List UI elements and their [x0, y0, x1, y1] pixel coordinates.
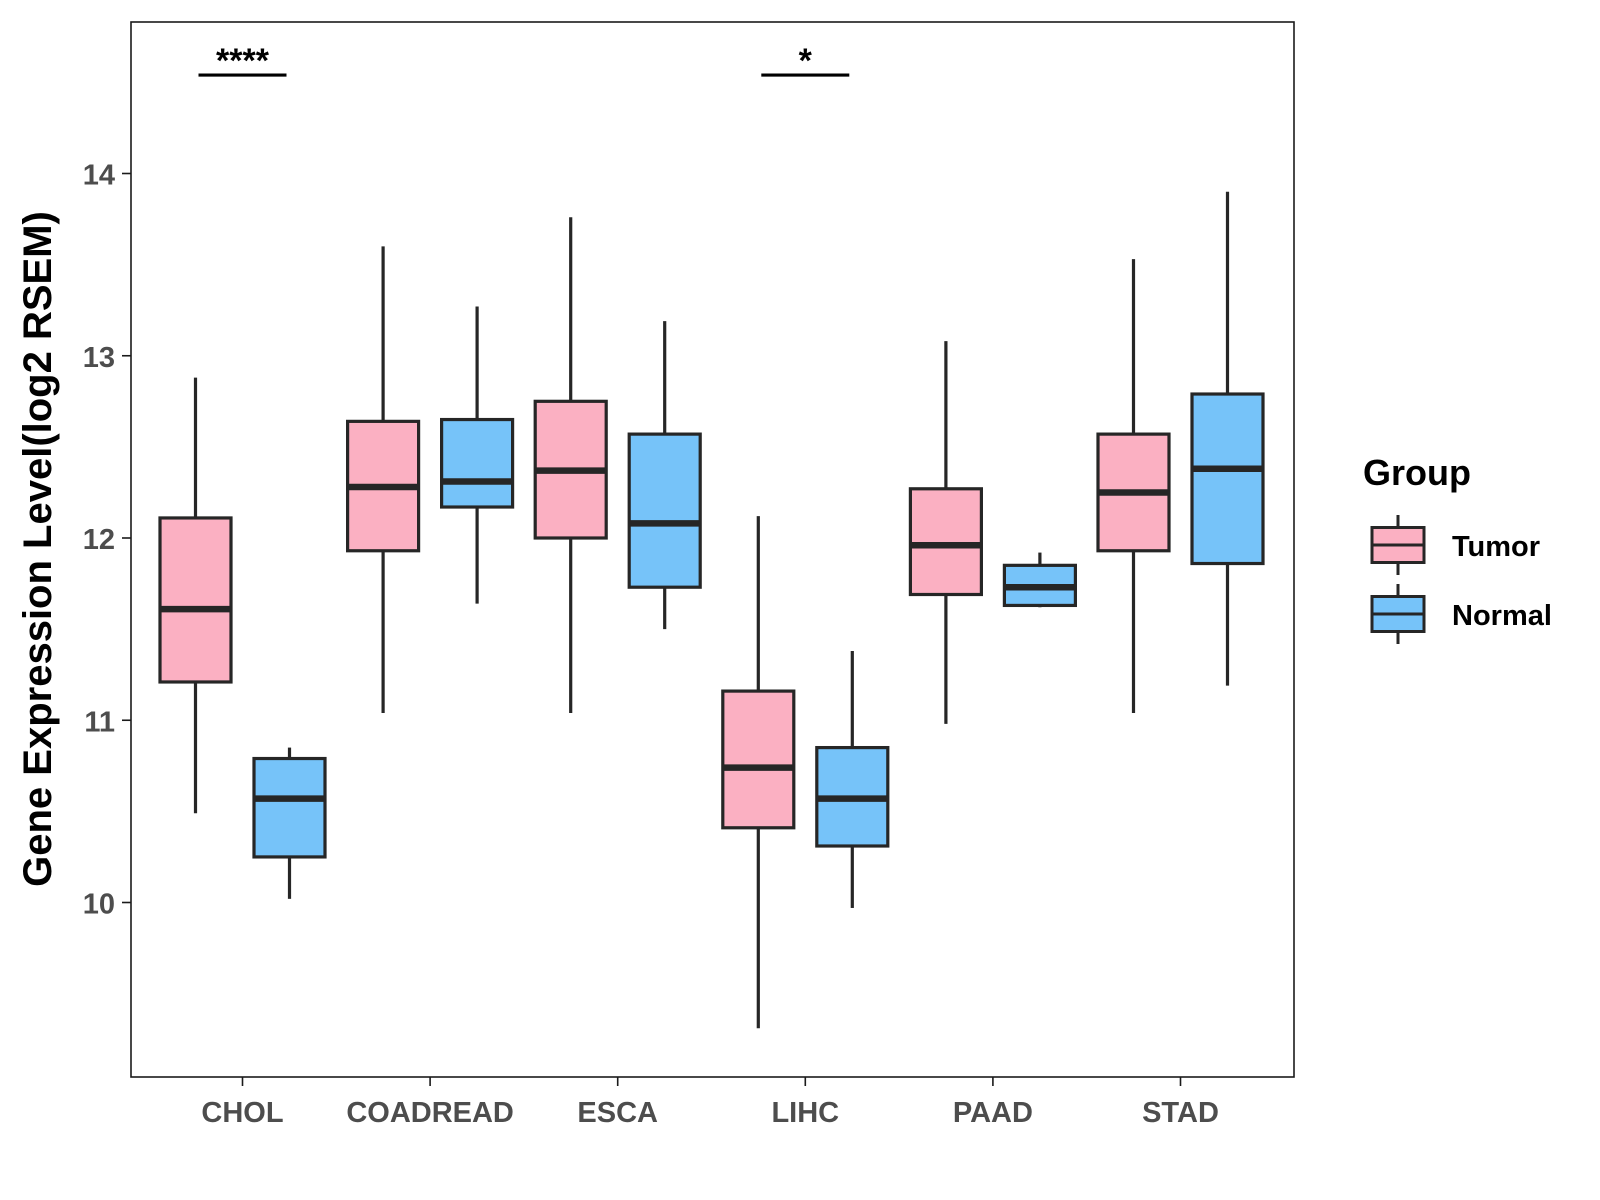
box-normal-chol [252, 747, 327, 899]
x-tick-label: STAD [1142, 1097, 1219, 1129]
box-tumor-esca [533, 217, 608, 713]
box-tumor-chol [158, 377, 233, 814]
x-tick-label: CHOL [201, 1097, 283, 1129]
legend-title: Group [1363, 452, 1471, 493]
box-body [1190, 392, 1265, 566]
box-body [627, 432, 702, 589]
significance-label: * [799, 42, 813, 80]
box-normal-stad [1190, 191, 1265, 686]
box-normal-lihc [815, 650, 890, 908]
x-tick-label: ESCA [577, 1097, 658, 1129]
box-tumor-lihc [721, 516, 796, 1029]
x-tick-label: COADREAD [346, 1097, 514, 1129]
box-normal-coadread [440, 306, 515, 604]
y-axis-title: Gene Expression Level(log2 RSEM) [16, 211, 60, 887]
significance-layer: **** * [198, 42, 850, 80]
x-tick-label: PAAD [953, 1097, 1033, 1129]
box-body [158, 516, 233, 684]
box-body [252, 756, 327, 859]
box-tumor-stad [1096, 259, 1171, 713]
box-normal-esca [627, 321, 702, 630]
boxes-layer [158, 191, 1265, 1029]
legend-label: Normal [1452, 600, 1552, 632]
y-tick-label: 14 [83, 160, 115, 192]
x-axis: CHOL COADREAD ESCA LIHC PAAD STAD [201, 1077, 1219, 1129]
legend: Group Tumor Normal [1363, 452, 1552, 644]
y-tick-label: 13 [83, 342, 115, 374]
y-tick-label: 10 [83, 889, 115, 921]
y-axis: 10 11 12 13 14 [83, 160, 131, 921]
box-body [908, 487, 984, 597]
significance-label: **** [216, 42, 270, 80]
y-tick-label: 11 [84, 706, 115, 738]
y-tick-label: 12 [83, 524, 115, 556]
box-normal-paad [1002, 552, 1078, 608]
x-tick-label: LIHC [771, 1097, 839, 1129]
box-tumor-coadread [346, 246, 421, 713]
box-body [721, 689, 796, 830]
box-tumor-paad [908, 341, 984, 724]
legend-item-tumor: Tumor [1370, 515, 1540, 575]
legend-label: Tumor [1452, 531, 1540, 563]
box-body [440, 417, 515, 509]
legend-item-normal: Normal [1370, 584, 1552, 644]
